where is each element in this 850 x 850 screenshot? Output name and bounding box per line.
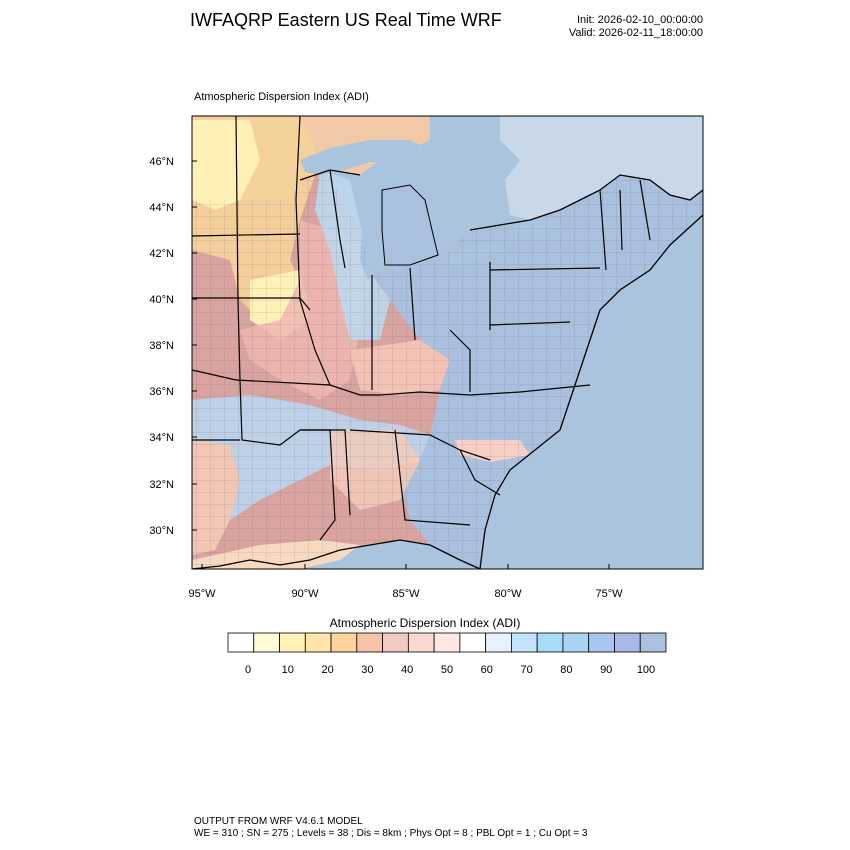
state-line: [449, 329, 471, 392]
colorbar-swatch: [511, 632, 538, 653]
colorbar-swatch: [356, 632, 383, 653]
colorbar-label: 80: [560, 664, 572, 676]
state-boundaries: [192, 116, 651, 541]
lon-tick-label: 75°W: [595, 588, 623, 600]
colorbar-swatch: [330, 632, 358, 653]
latitude-axis: 46°N 44°N 42°N 40°N 38°N 36°N 34°N 32°N 30°N: [149, 156, 197, 537]
longitude-axis: 95°W 90°W 85°W 80°W 75°W: [188, 564, 623, 600]
state-line: [459, 449, 501, 496]
colorbar-label: 0: [245, 664, 251, 676]
colorbar-swatch: [304, 632, 332, 653]
state-line: [192, 233, 301, 237]
colorbar-label: 100: [637, 664, 655, 676]
lat-tick-label: 42°N: [149, 248, 174, 260]
state-line: [192, 369, 237, 381]
colorbar-swatch: [588, 632, 615, 653]
state-line: [394, 429, 471, 526]
lat-tick-label: 32°N: [149, 479, 174, 491]
state-line: [349, 429, 491, 461]
lat-tick-label: 38°N: [149, 340, 174, 352]
colorbar-swatch: [485, 632, 512, 653]
colorbar-swatch: [279, 632, 306, 653]
lat-tick-label: 30°N: [149, 525, 174, 537]
colorbar-swatch: [536, 632, 564, 653]
state-line: [489, 321, 571, 326]
lon-tick-label: 95°W: [188, 588, 216, 600]
colorbar-swatch: [407, 632, 435, 653]
lake-superior: [300, 140, 430, 175]
adi-lowest-west: [192, 120, 260, 210]
colorbar-label: 90: [600, 664, 612, 676]
colorbar-label: 40: [401, 664, 413, 676]
footer-line-1: OUTPUT FROM WRF V4.6.1 MODEL: [194, 816, 363, 827]
colorbar-label: 30: [361, 664, 373, 676]
colorbar-label: 50: [441, 664, 453, 676]
state-line: [235, 116, 241, 381]
lon-tick-label: 90°W: [291, 588, 319, 600]
colorbar-swatch: [433, 632, 461, 653]
colorbar-label: 70: [520, 664, 532, 676]
lat-tick-label: 36°N: [149, 386, 174, 398]
lon-tick-label: 80°W: [494, 588, 522, 600]
state-line: [295, 116, 301, 201]
colorbar-swatch: [227, 632, 255, 653]
lat-tick-label: 40°N: [149, 294, 174, 306]
colorbar-label: 60: [481, 664, 493, 676]
init-time: Init: 2026-02-10_00:00:00: [577, 14, 703, 26]
state-line: [619, 189, 623, 251]
state-line: [639, 179, 651, 241]
state-line: [409, 267, 416, 341]
county-lines: [192, 170, 703, 569]
footer: OUTPUT FROM WRF V4.6.1 MODEL WE = 310 ; …: [194, 816, 587, 840]
colorbar-swatch: [382, 632, 409, 653]
state-line: [300, 429, 351, 516]
footer-line-2: WE = 310 ; SN = 275 ; Levels = 38 ; Dis …: [194, 828, 588, 839]
state-line: [239, 379, 281, 446]
lake-huron: [415, 170, 470, 235]
map-subtitle: Atmospheric Dispersion Index (ADI): [194, 91, 369, 103]
coastline: [192, 169, 703, 569]
state-line: [489, 267, 601, 271]
map-area: [192, 116, 703, 569]
canada-east-land: [500, 116, 703, 220]
valid-time: Valid: 2026-02-11_18:00:00: [568, 27, 703, 39]
colorbar-label: 10: [282, 664, 294, 676]
colorbar: 0 10 20 30 40 50 60 70 80 90 100: [227, 632, 667, 676]
colorbar-swatch: [253, 632, 280, 653]
michigan-lower: [381, 184, 439, 266]
colorbar-title: Atmospheric Dispersion Index (ADI): [329, 616, 521, 630]
run-times: Init: 2026-02-10_00:00:00 Valid: 2026-02…: [569, 14, 703, 40]
lon-tick-label: 85°W: [392, 588, 420, 600]
lat-tick-label: 44°N: [149, 202, 174, 214]
state-line: [295, 199, 331, 386]
colorbar-swatch: [639, 632, 667, 653]
colorbar-label: 20: [321, 664, 333, 676]
state-line: [329, 169, 346, 269]
colorbar-swatch: [614, 632, 641, 653]
map-frame: [191, 115, 704, 570]
state-line: [599, 189, 607, 271]
chart-title: IWFAQRP Eastern US Real Time WRF: [190, 10, 502, 30]
colorbar-swatch: [562, 632, 590, 653]
lat-tick-label: 34°N: [149, 432, 174, 444]
state-line: [319, 429, 336, 541]
colorbar-swatch: [459, 632, 487, 653]
lat-tick-label: 46°N: [149, 156, 174, 168]
state-line: [235, 379, 591, 396]
